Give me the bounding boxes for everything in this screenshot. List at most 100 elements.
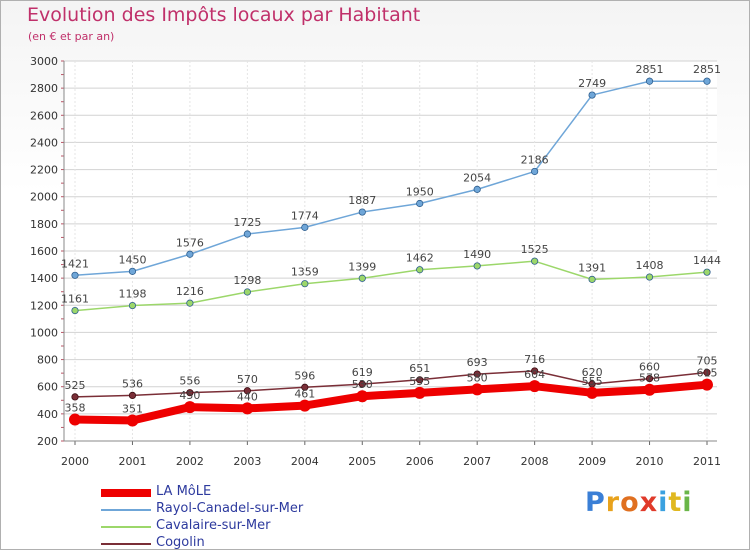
data-label: 705 (697, 354, 718, 367)
data-point (531, 257, 539, 265)
legend-label: Cavalaire-sur-Mer (156, 518, 271, 533)
data-point (183, 401, 196, 414)
logo-letter: r (605, 487, 621, 518)
data-point (358, 274, 366, 282)
data-label: 461 (294, 388, 315, 401)
data-label: 555 (582, 375, 603, 388)
x-tick-label: 2002 (176, 455, 204, 468)
logo-letter: i (658, 487, 669, 518)
data-label: 1950 (406, 186, 434, 199)
data-point (645, 374, 654, 383)
data-point (128, 391, 137, 399)
data-label: 615 (697, 367, 718, 380)
data-point (298, 399, 311, 412)
data-label: 2186 (521, 153, 549, 166)
data-label: 716 (524, 353, 545, 366)
data-point (241, 402, 254, 415)
data-label: 1774 (291, 209, 319, 222)
x-tick-label: 2009 (578, 455, 606, 468)
data-point (473, 185, 481, 193)
data-label: 1576 (176, 236, 204, 249)
data-label: 570 (237, 373, 258, 386)
data-point (358, 380, 366, 388)
data-point (126, 414, 139, 427)
series-line-2 (74, 260, 708, 312)
data-label: 1161 (61, 293, 89, 306)
y-tick-label: 800 (37, 354, 58, 367)
series-line-3 (74, 370, 708, 398)
data-point (588, 91, 596, 99)
x-tick-label: 2011 (693, 455, 721, 468)
data-label: 651 (409, 362, 430, 375)
series-line-0 (71, 380, 711, 425)
data-point (71, 306, 79, 315)
proxiti-logo: Proxiti (585, 487, 693, 518)
data-label: 578 (639, 372, 660, 385)
series-line-1 (74, 80, 708, 277)
data-point (128, 301, 137, 310)
y-tick-label: 3000 (30, 55, 58, 68)
logo-letter: P (585, 487, 606, 518)
legend-label: LA MôLE (156, 484, 212, 499)
data-label: 596 (294, 369, 315, 382)
data-label: 1450 (118, 253, 146, 266)
data-label: 1198 (118, 288, 146, 301)
data-label: 1399 (348, 260, 376, 273)
data-label: 450 (179, 389, 200, 402)
x-tick-label: 2001 (118, 455, 146, 468)
data-point (301, 280, 309, 288)
data-point (356, 390, 369, 403)
data-point (186, 389, 194, 397)
y-tick-label: 200 (37, 435, 58, 448)
data-point (186, 250, 194, 258)
data-point (416, 266, 424, 274)
data-point (645, 273, 654, 281)
data-point (588, 275, 596, 283)
data-point (531, 167, 539, 176)
logo-letter: i (682, 487, 693, 518)
data-label: 660 (639, 361, 660, 374)
chart-subtitle: (en € et par an) (28, 30, 115, 43)
data-label: 1421 (61, 257, 89, 270)
data-point (186, 299, 194, 307)
data-point (243, 288, 251, 296)
data-label: 1298 (233, 274, 261, 287)
x-tick-label: 2004 (291, 455, 319, 468)
y-tick-label: 2400 (30, 136, 58, 149)
y-tick-label: 2000 (30, 191, 58, 204)
x-tick-label: 2006 (406, 455, 434, 468)
legend-label: Cogolin (156, 535, 205, 550)
y-tick-label: 1400 (30, 272, 58, 285)
data-point (243, 230, 251, 238)
data-label: 1462 (406, 252, 434, 265)
data-point (643, 383, 656, 396)
data-label: 580 (467, 371, 488, 384)
y-tick-label: 1000 (30, 326, 58, 339)
data-point (416, 376, 424, 384)
data-point (586, 386, 599, 399)
y-tick-label: 2200 (30, 164, 58, 177)
logo-letter: x (639, 487, 659, 518)
y-tick-label: 1600 (30, 245, 58, 258)
data-point (416, 199, 424, 208)
data-label: 620 (582, 366, 603, 379)
x-tick-label: 2005 (348, 455, 376, 468)
data-label: 2054 (463, 171, 491, 184)
data-label: 2851 (636, 63, 664, 76)
y-tick-label: 400 (37, 408, 58, 421)
data-point (473, 370, 481, 378)
x-tick-label: 2008 (521, 455, 549, 468)
y-tick-label: 2800 (30, 82, 58, 95)
data-point (703, 368, 711, 377)
legend-swatch (101, 526, 151, 528)
data-point (301, 223, 309, 231)
data-label: 1391 (578, 261, 606, 274)
legend-swatch (101, 489, 151, 497)
data-point (243, 387, 251, 395)
x-tick-label: 2007 (463, 455, 491, 468)
legend-swatch (101, 543, 151, 545)
data-point (473, 262, 481, 270)
data-label: 619 (352, 366, 373, 379)
